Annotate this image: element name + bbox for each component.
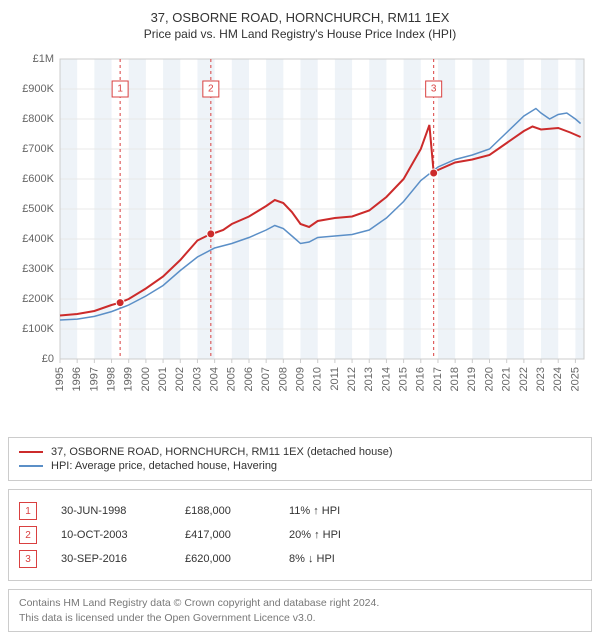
svg-text:£600K: £600K xyxy=(22,173,54,185)
svg-text:£400K: £400K xyxy=(22,233,54,245)
svg-text:2022: 2022 xyxy=(518,367,530,391)
svg-text:£900K: £900K xyxy=(22,83,54,95)
chart-svg: £0 £100K £200K £300K £400K £500K £600K £700K £80… xyxy=(8,49,592,429)
sale-date: 30-JUN-1998 xyxy=(61,505,161,517)
svg-text:2003: 2003 xyxy=(191,367,203,391)
svg-text:2012: 2012 xyxy=(346,367,358,391)
svg-text:1998: 1998 xyxy=(105,367,117,391)
svg-text:£500K: £500K xyxy=(22,203,54,215)
svg-text:£800K: £800K xyxy=(22,113,54,125)
sale-row: 3 30-SEP-2016 £620,000 8% ↓ HPI xyxy=(19,550,581,568)
svg-text:2013: 2013 xyxy=(363,367,375,391)
svg-text:1995: 1995 xyxy=(54,367,66,391)
sale-price: £417,000 xyxy=(185,529,265,541)
svg-text:£1M: £1M xyxy=(33,53,54,65)
legend-swatch xyxy=(19,451,43,453)
svg-text:£100K: £100K xyxy=(22,323,54,335)
legend-swatch xyxy=(19,465,43,467)
svg-text:£700K: £700K xyxy=(22,143,54,155)
svg-text:£0: £0 xyxy=(42,353,54,365)
footer-line-1: Contains HM Land Registry data © Crown c… xyxy=(19,596,581,611)
svg-text:2015: 2015 xyxy=(398,367,410,391)
sale-price: £188,000 xyxy=(185,505,265,517)
svg-text:2017: 2017 xyxy=(432,367,444,391)
svg-text:£300K: £300K xyxy=(22,263,54,275)
svg-text:2001: 2001 xyxy=(157,367,169,391)
sale-marker: 3 xyxy=(19,550,37,568)
svg-text:2011: 2011 xyxy=(329,367,341,391)
svg-text:1996: 1996 xyxy=(71,367,83,391)
svg-text:2023: 2023 xyxy=(535,367,547,391)
sale-delta: 11% ↑ HPI xyxy=(289,505,389,517)
sale-marker: 2 xyxy=(19,526,37,544)
page-title: 37, OSBORNE ROAD, HORNCHURCH, RM11 1EX xyxy=(8,10,592,25)
sale-price: £620,000 xyxy=(185,553,265,565)
sale-delta: 20% ↑ HPI xyxy=(289,529,389,541)
svg-text:3: 3 xyxy=(431,84,437,95)
svg-text:£200K: £200K xyxy=(22,293,54,305)
svg-text:2020: 2020 xyxy=(483,367,495,391)
svg-text:2008: 2008 xyxy=(277,367,289,391)
svg-text:1: 1 xyxy=(117,84,123,95)
svg-text:2016: 2016 xyxy=(415,367,427,391)
legend-item: HPI: Average price, detached house, Have… xyxy=(19,460,581,472)
svg-text:2: 2 xyxy=(208,84,214,95)
svg-text:2007: 2007 xyxy=(260,367,272,391)
svg-text:1997: 1997 xyxy=(88,367,100,391)
svg-text:2025: 2025 xyxy=(569,367,581,391)
sale-row: 1 30-JUN-1998 £188,000 11% ↑ HPI xyxy=(19,502,581,520)
svg-text:1999: 1999 xyxy=(123,367,135,391)
legend: 37, OSBORNE ROAD, HORNCHURCH, RM11 1EX (… xyxy=(8,437,592,481)
svg-text:2004: 2004 xyxy=(209,367,221,391)
sale-row: 2 10-OCT-2003 £417,000 20% ↑ HPI xyxy=(19,526,581,544)
sale-marker: 1 xyxy=(19,502,37,520)
sales-table: 1 30-JUN-1998 £188,000 11% ↑ HPI 2 10-OCT-200… xyxy=(8,489,592,581)
svg-text:2005: 2005 xyxy=(226,367,238,391)
svg-text:2019: 2019 xyxy=(466,367,478,391)
footer-line-2: This data is licensed under the Open Gov… xyxy=(19,611,581,626)
legend-label: HPI: Average price, detached house, Have… xyxy=(51,460,277,472)
svg-text:2024: 2024 xyxy=(552,367,564,391)
legend-label: 37, OSBORNE ROAD, HORNCHURCH, RM11 1EX (… xyxy=(51,446,393,458)
legend-item: 37, OSBORNE ROAD, HORNCHURCH, RM11 1EX (… xyxy=(19,446,581,458)
svg-text:2021: 2021 xyxy=(501,367,513,391)
svg-text:2018: 2018 xyxy=(449,367,461,391)
svg-text:2002: 2002 xyxy=(174,367,186,391)
svg-text:2010: 2010 xyxy=(312,367,324,391)
svg-text:2014: 2014 xyxy=(380,367,392,391)
svg-text:2009: 2009 xyxy=(294,367,306,391)
sale-date: 30-SEP-2016 xyxy=(61,553,161,565)
svg-text:2006: 2006 xyxy=(243,367,255,391)
sale-date: 10-OCT-2003 xyxy=(61,529,161,541)
price-chart: £0 £100K £200K £300K £400K £500K £600K £700K £80… xyxy=(8,49,592,429)
sale-delta: 8% ↓ HPI xyxy=(289,553,389,565)
svg-text:2000: 2000 xyxy=(140,367,152,391)
attribution: Contains HM Land Registry data © Crown c… xyxy=(8,589,592,632)
page-subtitle: Price paid vs. HM Land Registry's House … xyxy=(8,27,592,41)
